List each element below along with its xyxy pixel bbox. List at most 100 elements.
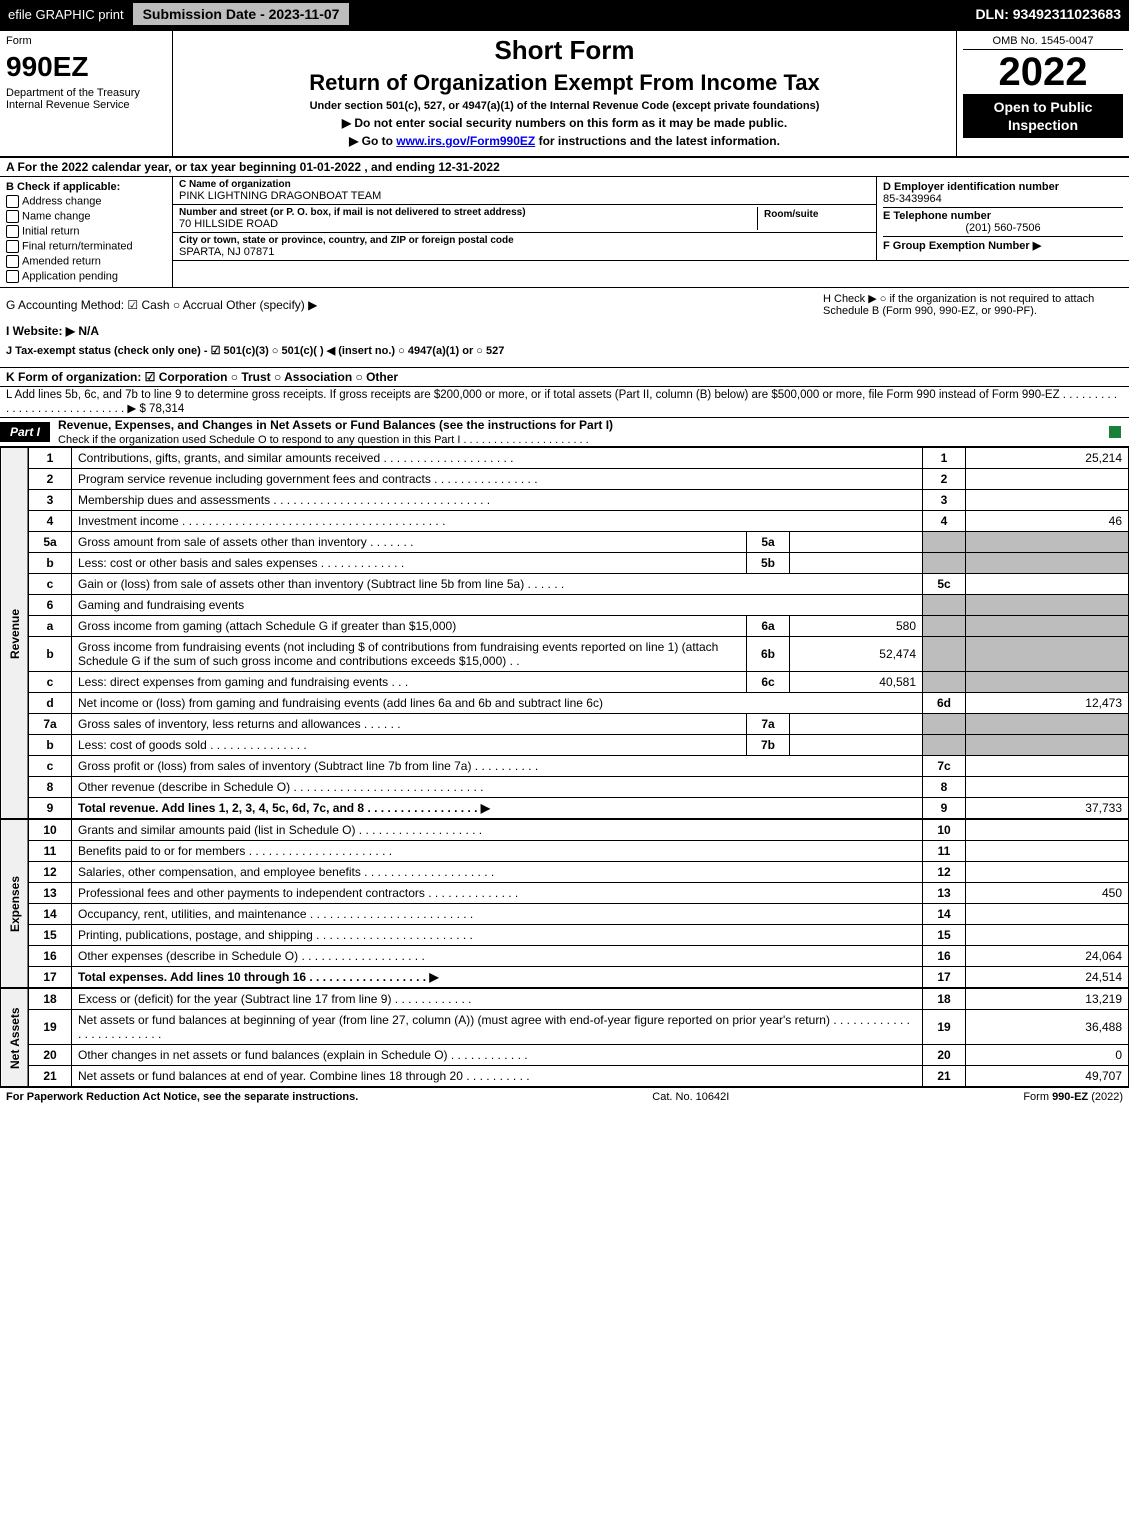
irs-label: Internal Revenue Service: [6, 99, 166, 111]
f-label: F Group Exemption Number ▶: [883, 240, 1041, 252]
box-num: 10: [923, 820, 966, 841]
line-number: 11: [28, 841, 72, 862]
inner-box-num: 7b: [747, 735, 790, 756]
line-desc: Other revenue (describe in Schedule O) .…: [72, 777, 923, 798]
chk-amended-return[interactable]: Amended return: [6, 255, 166, 268]
omb-number: OMB No. 1545-0047: [963, 35, 1123, 50]
line-number: 10: [28, 820, 72, 841]
chk-application-pending[interactable]: Application pending: [6, 270, 166, 283]
box-num: 2: [923, 469, 966, 490]
tax-year: 2022: [963, 52, 1123, 92]
line-desc: Gaming and fundraising events: [72, 595, 923, 616]
line-number: c: [28, 672, 72, 693]
box-val: 12,473: [966, 693, 1129, 714]
grey-cell: [966, 637, 1129, 672]
col-b-header: B Check if applicable:: [6, 181, 166, 193]
grey-cell: [966, 735, 1129, 756]
line-number: 18: [28, 989, 72, 1010]
line-desc: Gain or (loss) from sale of assets other…: [72, 574, 923, 595]
grey-cell: [923, 637, 966, 672]
line-desc: Gross income from fundraising events (no…: [72, 637, 747, 672]
box-val: 37,733: [966, 798, 1129, 819]
ein-val: 85-3439964: [883, 193, 942, 205]
line-number: 2: [28, 469, 72, 490]
col-b-checkboxes: B Check if applicable: Address change Na…: [0, 177, 173, 287]
revenue-table: Revenue1Contributions, gifts, grants, an…: [0, 447, 1129, 819]
irs-link[interactable]: www.irs.gov/Form990EZ: [396, 134, 535, 148]
box-val: [966, 777, 1129, 798]
chk-initial-return[interactable]: Initial return: [6, 225, 166, 238]
table-row: 17Total expenses. Add lines 10 through 1…: [1, 967, 1129, 988]
table-row: bLess: cost or other basis and sales exp…: [1, 553, 1129, 574]
inner-box-val: 52,474: [790, 637, 923, 672]
line-desc: Less: direct expenses from gaming and fu…: [72, 672, 747, 693]
chk-name-change[interactable]: Name change: [6, 210, 166, 223]
table-row: 12Salaries, other compensation, and empl…: [1, 862, 1129, 883]
box-val: [966, 820, 1129, 841]
table-row: bLess: cost of goods sold . . . . . . . …: [1, 735, 1129, 756]
box-val: [966, 841, 1129, 862]
instr-no-ssn: ▶ Do not enter social security numbers o…: [181, 116, 948, 130]
box-num: 14: [923, 904, 966, 925]
table-row: cLess: direct expenses from gaming and f…: [1, 672, 1129, 693]
table-row: 14Occupancy, rent, utilities, and mainte…: [1, 904, 1129, 925]
box-num: 8: [923, 777, 966, 798]
short-form-title: Short Form: [181, 35, 948, 66]
inner-box-num: 6c: [747, 672, 790, 693]
line-number: c: [28, 574, 72, 595]
grey-cell: [923, 616, 966, 637]
table-row: aGross income from gaming (attach Schedu…: [1, 616, 1129, 637]
top-bar: efile GRAPHIC print Submission Date - 20…: [0, 0, 1129, 31]
table-row: 19Net assets or fund balances at beginni…: [1, 1010, 1129, 1045]
line-g: G Accounting Method: ☑ Cash ○ Accrual Ot…: [6, 298, 823, 312]
box-val: 450: [966, 883, 1129, 904]
part1-check-icon: [1109, 426, 1121, 438]
table-row: cGross profit or (loss) from sales of in…: [1, 756, 1129, 777]
grey-cell: [923, 714, 966, 735]
box-val: 13,219: [966, 989, 1129, 1010]
line-desc: Professional fees and other payments to …: [72, 883, 923, 904]
footer-right: Form 990-EZ (2022): [1023, 1091, 1123, 1103]
box-val: 46: [966, 511, 1129, 532]
form-header: Form 990EZ Department of the Treasury In…: [0, 31, 1129, 158]
org-name: PINK LIGHTNING DRAGONBOAT TEAM: [179, 190, 870, 202]
line-number: 5a: [28, 532, 72, 553]
submission-date-chip: Submission Date - 2023-11-07: [132, 2, 351, 26]
line-h: H Check ▶ ○ if the organization is not r…: [823, 292, 1123, 318]
grey-cell: [966, 616, 1129, 637]
inner-box-num: 6b: [747, 637, 790, 672]
chk-final-return[interactable]: Final return/terminated: [6, 240, 166, 253]
line-desc: Membership dues and assessments . . . . …: [72, 490, 923, 511]
table-row: 20Other changes in net assets or fund ba…: [1, 1045, 1129, 1066]
chk-address-change[interactable]: Address change: [6, 195, 166, 208]
box-num: 19: [923, 1010, 966, 1045]
line-number: 13: [28, 883, 72, 904]
box-val: [966, 756, 1129, 777]
section-side-label: Revenue: [1, 448, 29, 819]
room-label: Room/suite: [764, 209, 864, 220]
line-desc: Total revenue. Add lines 1, 2, 3, 4, 5c,…: [72, 798, 923, 819]
c-label: C Name of organization: [179, 179, 870, 190]
line-k: K Form of organization: ☑ Corporation ○ …: [0, 368, 1129, 387]
grey-cell: [966, 595, 1129, 616]
inner-box-num: 5a: [747, 532, 790, 553]
street-label: Number and street (or P. O. box, if mail…: [179, 207, 757, 218]
box-val: [966, 862, 1129, 883]
box-num: 13: [923, 883, 966, 904]
part1-title: Revenue, Expenses, and Changes in Net As…: [50, 418, 1109, 446]
line-j: J Tax-exempt status (check only one) - ☑…: [6, 344, 1123, 357]
grey-cell: [966, 532, 1129, 553]
line-number: 9: [28, 798, 72, 819]
footer-cat: Cat. No. 10642I: [652, 1091, 729, 1103]
grey-cell: [966, 553, 1129, 574]
instr-post: for instructions and the latest informat…: [535, 134, 780, 148]
box-num: 15: [923, 925, 966, 946]
under-section: Under section 501(c), 527, or 4947(a)(1)…: [181, 100, 948, 112]
line-number: 16: [28, 946, 72, 967]
table-row: cGain or (loss) from sale of assets othe…: [1, 574, 1129, 595]
line-desc: Total expenses. Add lines 10 through 16 …: [72, 967, 923, 988]
box-num: 17: [923, 967, 966, 988]
box-num: 18: [923, 989, 966, 1010]
table-row: bGross income from fundraising events (n…: [1, 637, 1129, 672]
inner-box-val: 40,581: [790, 672, 923, 693]
